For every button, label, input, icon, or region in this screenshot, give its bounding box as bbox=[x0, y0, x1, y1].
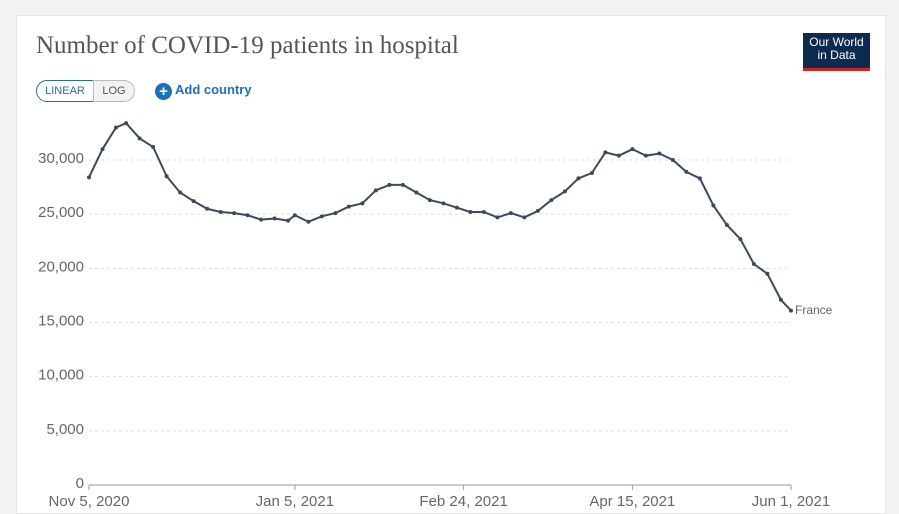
point bbox=[272, 216, 277, 221]
point bbox=[789, 308, 793, 313]
point bbox=[114, 125, 118, 130]
point bbox=[751, 262, 756, 266]
y-tick-label: 0 bbox=[76, 475, 84, 492]
point bbox=[319, 214, 324, 219]
point bbox=[738, 237, 743, 242]
point bbox=[151, 145, 156, 149]
point bbox=[205, 206, 210, 211]
x-tick-label: Apr 15, 2021 bbox=[589, 493, 675, 510]
point bbox=[427, 198, 432, 203]
point bbox=[468, 210, 473, 214]
x-tick-label: Feb 24, 2021 bbox=[419, 493, 507, 510]
point bbox=[576, 176, 581, 181]
point bbox=[535, 208, 540, 213]
point bbox=[373, 188, 378, 193]
point bbox=[603, 150, 608, 155]
y-tick-label: 15,000 bbox=[38, 312, 84, 329]
point bbox=[643, 153, 648, 158]
logo-line: Our World bbox=[809, 35, 864, 49]
point bbox=[616, 153, 621, 158]
add-country[interactable]: + Add country bbox=[155, 82, 252, 100]
point bbox=[164, 174, 169, 179]
point bbox=[232, 211, 237, 216]
point bbox=[100, 147, 105, 152]
point bbox=[765, 271, 770, 276]
point bbox=[286, 218, 291, 223]
point bbox=[414, 190, 419, 195]
point bbox=[670, 158, 675, 162]
point bbox=[245, 213, 250, 218]
point bbox=[259, 217, 264, 222]
point bbox=[724, 223, 729, 227]
point bbox=[178, 190, 183, 195]
point bbox=[87, 175, 91, 180]
point bbox=[522, 215, 527, 220]
y-tick-label: 10,000 bbox=[38, 367, 84, 384]
point bbox=[124, 121, 129, 126]
point bbox=[137, 136, 142, 141]
point bbox=[481, 210, 486, 214]
point bbox=[360, 201, 365, 206]
y-tick-label: 5,000 bbox=[46, 421, 84, 438]
line bbox=[88, 121, 792, 312]
point bbox=[292, 213, 297, 218]
point bbox=[630, 147, 635, 152]
point bbox=[589, 171, 594, 175]
y-tick-label: 25,000 bbox=[38, 204, 84, 221]
add-country-label: Add country bbox=[175, 82, 252, 97]
point bbox=[346, 204, 351, 209]
point bbox=[454, 205, 459, 210]
chart-title: Number of COVID-19 patients in hospital bbox=[36, 32, 459, 59]
point bbox=[657, 151, 662, 156]
logo-line: in Data bbox=[817, 48, 856, 62]
log-button[interactable]: LOG bbox=[93, 80, 135, 102]
point bbox=[549, 198, 554, 203]
point bbox=[306, 219, 311, 224]
point bbox=[441, 201, 446, 206]
point bbox=[778, 297, 783, 302]
logo[interactable]: Our World in Data bbox=[803, 33, 870, 71]
y-tick-label: 20,000 bbox=[38, 258, 84, 275]
point bbox=[191, 199, 196, 204]
point bbox=[218, 210, 223, 214]
x-tick-label: Jun 1, 2021 bbox=[752, 493, 830, 510]
point bbox=[495, 215, 500, 220]
point bbox=[711, 203, 716, 208]
y-tick-label: 30,000 bbox=[38, 150, 84, 167]
point bbox=[387, 182, 392, 187]
point bbox=[562, 189, 567, 194]
x-tick-label: Jan 5, 2021 bbox=[256, 493, 334, 510]
point bbox=[508, 211, 513, 216]
point bbox=[684, 169, 689, 174]
series-label: France bbox=[795, 303, 833, 317]
point bbox=[400, 182, 405, 187]
x-tick-label: Nov 5, 2020 bbox=[49, 493, 130, 510]
plus-icon: + bbox=[155, 83, 172, 100]
point bbox=[333, 211, 338, 216]
point bbox=[697, 176, 702, 181]
